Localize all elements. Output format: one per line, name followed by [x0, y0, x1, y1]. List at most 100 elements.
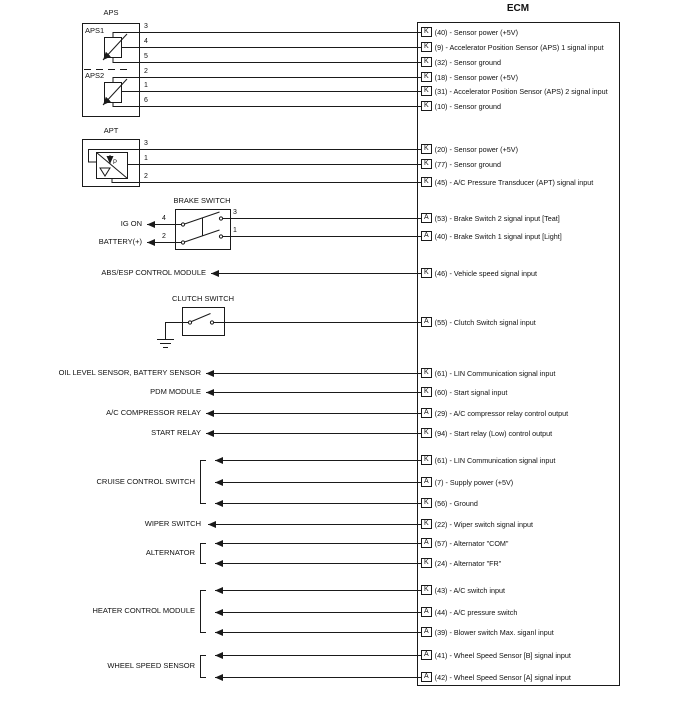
pin-label: (40) - Sensor power (+5V): [434, 27, 518, 37]
pin-terminal-box: K: [421, 57, 432, 67]
pin-terminal-box: A: [421, 231, 432, 241]
pin-label: (29) - A/C compressor relay control outp…: [434, 408, 569, 418]
pin-label: (94) - Start relay (Low) control output: [434, 428, 553, 438]
pin-terminal-box: K: [421, 498, 432, 508]
pin-label: (43) - A/C switch input: [434, 585, 505, 595]
pin-terminal-box: K: [421, 519, 432, 529]
module-wires: [206, 370, 424, 681]
pin-terminal-box: K: [421, 387, 432, 397]
ecm-pin-row: K (77) - Sensor ground: [421, 158, 501, 170]
pin-label: (53) - Brake Switch 2 signal input [Teat…: [434, 213, 560, 223]
aps-title: APS: [103, 8, 119, 17]
clutch-switch-symbol: [182, 307, 225, 336]
pin-label: (44) - A/C pressure switch: [434, 607, 518, 617]
pin-label: (56) - Ground: [434, 498, 478, 508]
ecm-pin-row: K (43) - A/C switch input: [421, 584, 505, 596]
pin-label: (40) - Brake Switch 1 signal input [Ligh…: [434, 231, 562, 241]
brake-pin-number: 3: [233, 209, 237, 216]
pin-label: (55) - Clutch Switch signal input: [434, 317, 536, 327]
ecm-pin-row: A (42) - Wheel Speed Sensor [A] signal in…: [421, 671, 571, 683]
pin-terminal-box: A: [421, 672, 432, 682]
ecm-pin-row: A (53) - Brake Switch 2 signal input [Tea…: [421, 212, 560, 224]
ecm-pin-row: K (60) - Start signal input: [421, 386, 507, 398]
pin-terminal-box: K: [421, 428, 432, 438]
brake-pin-number: 2: [162, 233, 166, 240]
pin-terminal-box: K: [421, 455, 432, 465]
group-brackets: [200, 460, 206, 678]
pin-terminal-box: K: [421, 268, 432, 278]
ecm-pin-row: A (41) - Wheel Speed Sensor [B] signal in…: [421, 649, 571, 661]
pin-label: (42) - Wheel Speed Sensor [A] signal inp…: [434, 672, 571, 682]
ecm-pin-row: K (45) - A/C Pressure Transducer (APT) si…: [421, 176, 593, 188]
ecm-pin-row: K (46) - Vehicle speed signal input: [421, 267, 537, 279]
pin-label: (10) - Sensor ground: [434, 101, 501, 111]
pin-label: (45) - A/C Pressure Transducer (APT) sig…: [434, 177, 594, 187]
aps-pin-number: 3: [144, 23, 148, 30]
aps2-label: APS2: [85, 71, 105, 80]
module-label-start-relay: START RELAY: [151, 428, 201, 437]
aps-pin-number: 4: [144, 38, 148, 45]
ecm-pin-row: K (61) - LIN Communication signal input: [421, 454, 555, 466]
aps-component-symbol: [82, 23, 140, 117]
aps-pin-number: 2: [144, 68, 148, 75]
brake-switch-wires: [147, 218, 424, 246]
aps-pin-number: 1: [144, 82, 148, 89]
module-label-wiper-switch: WIPER SWITCH: [144, 519, 201, 528]
pin-terminal-box: K: [421, 86, 432, 96]
module-label-oil-battery-sensor: OIL LEVEL SENSOR, BATTERY SENSOR: [58, 368, 201, 377]
ecm-title: ECM: [506, 3, 530, 14]
module-label-wheel-speed-sensor: WHEEL SPEED SENSOR: [107, 661, 195, 670]
ecm-pin-row: K (94) - Start relay (Low) control output: [421, 427, 552, 439]
brake-pin-number: 4: [162, 215, 166, 222]
pin-label: (20) - Sensor power (+5V): [434, 144, 518, 154]
pin-terminal-box: A: [421, 408, 432, 418]
pin-label: (39) - Blower switch Max. siganl input: [434, 627, 554, 637]
module-label-abs-esp: ABS/ESP CONTROL MODULE: [101, 268, 206, 277]
ecm-pin-row: A (57) - Alternator "COM": [421, 537, 508, 549]
pin-terminal-box: K: [421, 144, 432, 154]
pin-label: (77) - Sensor ground: [434, 159, 501, 169]
pin-terminal-box: K: [421, 27, 432, 37]
pin-label: (60) - Start signal input: [434, 387, 508, 397]
ecm-pin-row: K (61) - LIN Communication signal input: [421, 367, 555, 379]
pin-terminal-box: K: [421, 72, 432, 82]
ecm-pin-row: A (39) - Blower switch Max. siganl input: [421, 626, 554, 638]
ecm-pin-row: K (56) - Ground: [421, 497, 478, 509]
pin-label: (9) - Accelerator Position Sensor (APS) …: [434, 42, 604, 52]
pin-terminal-box: A: [421, 317, 432, 327]
apt-pin-number: 1: [144, 155, 148, 162]
pin-label: (61) - LIN Communication signal input: [434, 455, 556, 465]
apt-pressure-letter: P: [113, 160, 118, 166]
pin-terminal-box: A: [421, 607, 432, 617]
aps1-label: APS1: [85, 26, 105, 35]
ecm-pin-row: K (24) - Alternator "FR": [421, 557, 501, 569]
pin-terminal-box: K: [421, 558, 432, 568]
pin-terminal-box: K: [421, 101, 432, 111]
ecm-pin-row: A (29) - A/C compressor relay control out…: [421, 407, 568, 419]
pin-label: (24) - Alternator "FR": [434, 558, 502, 568]
pin-terminal-box: K: [421, 177, 432, 187]
apt-component-symbol: [82, 139, 140, 187]
clutch-switch-title: CLUTCH SWITCH: [171, 294, 235, 303]
ecm-pin-row: K (9) - Accelerator Position Sensor (APS)…: [421, 41, 604, 53]
apt-pin-number: 3: [144, 140, 148, 147]
pin-terminal-box: A: [421, 650, 432, 660]
pin-label: (7) - Supply power (+5V): [434, 477, 514, 487]
ig-on-label: IG ON: [120, 219, 142, 228]
pin-label: (31) - Accelerator Position Sensor (APS)…: [434, 86, 608, 96]
aps-pin-number: 5: [144, 53, 148, 60]
ecm-pin-row: K (22) - Wiper switch signal input: [421, 518, 533, 530]
pin-terminal-box: K: [421, 585, 432, 595]
ecm-pin-row: K (20) - Sensor power (+5V): [421, 143, 518, 155]
aps-wires: [112, 32, 424, 107]
pin-terminal-box: K: [421, 368, 432, 378]
pin-label: (32) - Sensor ground: [434, 57, 501, 67]
ecm-box: [417, 22, 620, 686]
ground-icon: [157, 339, 174, 348]
module-label-ac-compressor-relay: A/C COMPRESSOR RELAY: [106, 408, 201, 417]
ecm-pin-row: K (18) - Sensor power (+5V): [421, 71, 518, 83]
apt-title: APT: [103, 126, 119, 135]
pin-label: (61) - LIN Communication signal input: [434, 368, 556, 378]
module-label-heater-control: HEATER CONTROL MODULE: [92, 606, 195, 615]
